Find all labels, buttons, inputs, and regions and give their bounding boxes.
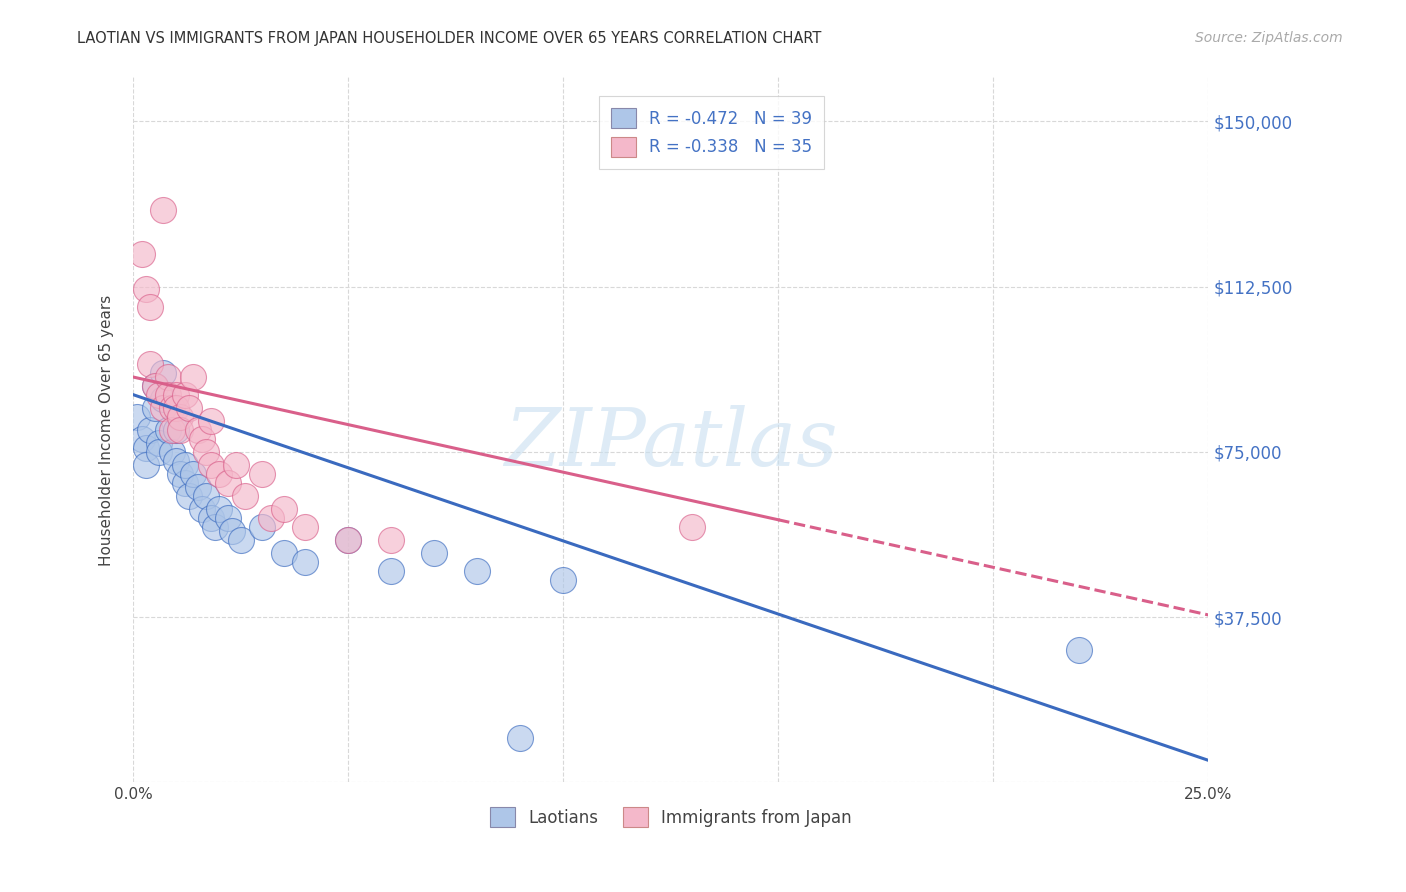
Point [139, 357, 162, 371]
Legend: Laotians, Immigrants from Japan: Laotians, Immigrants from Japan [482, 800, 859, 834]
Point [143, 379, 166, 393]
Point [273, 502, 295, 516]
Point [195, 445, 218, 459]
Point [225, 458, 247, 472]
Point [423, 546, 446, 560]
Point [152, 401, 174, 415]
Point [187, 480, 209, 494]
Point [681, 520, 703, 534]
Point [160, 445, 183, 459]
Point [200, 414, 222, 428]
Point [177, 489, 200, 503]
Point [152, 366, 174, 380]
Point [200, 511, 222, 525]
Text: Source: ZipAtlas.com: Source: ZipAtlas.com [1195, 31, 1343, 45]
Point [173, 387, 195, 401]
Point [191, 432, 214, 446]
Point [553, 573, 575, 587]
Point [233, 489, 256, 503]
Text: LAOTIAN VS IMMIGRANTS FROM JAPAN HOUSEHOLDER INCOME OVER 65 YEARS CORRELATION CH: LAOTIAN VS IMMIGRANTS FROM JAPAN HOUSEHO… [77, 31, 821, 46]
Point [143, 401, 166, 415]
Point [160, 401, 183, 415]
Point [217, 475, 239, 490]
Point [208, 502, 231, 516]
Point [127, 409, 149, 424]
Point [173, 458, 195, 472]
Point [156, 387, 179, 401]
Point [294, 555, 316, 569]
Point [165, 423, 187, 437]
Point [187, 423, 209, 437]
Point [139, 423, 162, 437]
Point [195, 489, 218, 503]
Point [208, 467, 231, 481]
Y-axis label: Householder Income Over 65 years: Householder Income Over 65 years [100, 294, 114, 566]
Point [273, 546, 295, 560]
Point [152, 202, 174, 217]
Point [221, 524, 243, 539]
Point [177, 401, 200, 415]
Point [380, 533, 402, 547]
Text: ZIPatlas: ZIPatlas [503, 405, 838, 483]
Point [200, 458, 222, 472]
Point [156, 423, 179, 437]
Point [139, 300, 162, 314]
Point [294, 520, 316, 534]
Point [160, 423, 183, 437]
Point [181, 467, 204, 481]
Point [181, 370, 204, 384]
Point [250, 520, 273, 534]
Point [148, 436, 170, 450]
Point [1069, 643, 1091, 657]
Point [169, 423, 191, 437]
Point [156, 370, 179, 384]
Point [191, 502, 214, 516]
Point [131, 432, 153, 446]
Point [380, 564, 402, 578]
Point [229, 533, 252, 547]
Point [165, 387, 187, 401]
Point [250, 467, 273, 481]
Point [509, 731, 531, 746]
Point [260, 511, 283, 525]
Point [465, 564, 488, 578]
Point [169, 409, 191, 424]
Point [169, 467, 191, 481]
Point [204, 520, 226, 534]
Point [173, 475, 195, 490]
Point [148, 387, 170, 401]
Point [131, 246, 153, 260]
Point [143, 379, 166, 393]
Point [148, 445, 170, 459]
Point [337, 533, 360, 547]
Point [135, 282, 157, 296]
Point [135, 458, 157, 472]
Point [337, 533, 360, 547]
Point [152, 392, 174, 406]
Point [165, 454, 187, 468]
Point [135, 441, 157, 455]
Point [217, 511, 239, 525]
Point [165, 401, 187, 415]
